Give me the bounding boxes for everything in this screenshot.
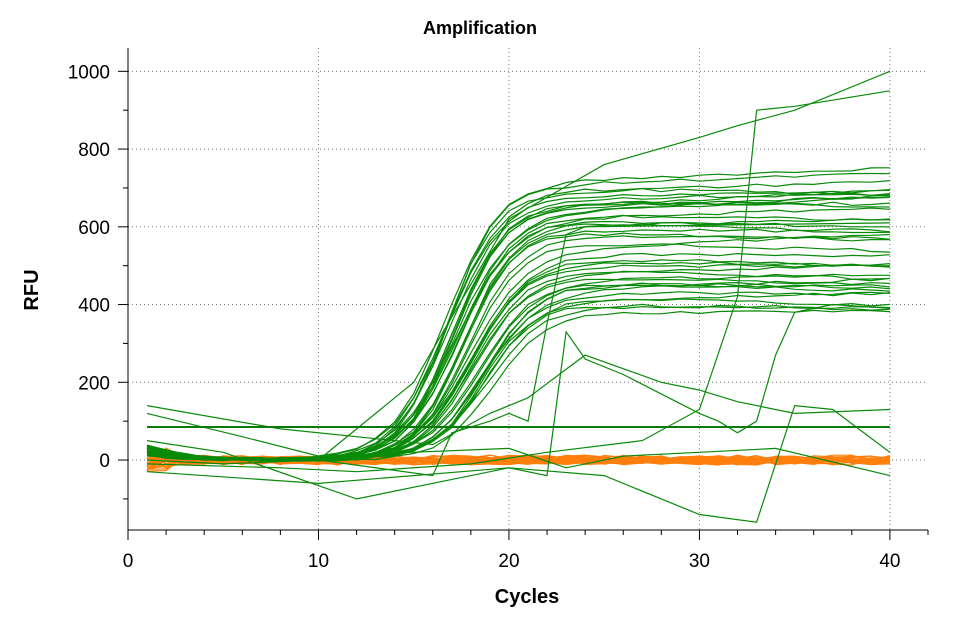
amplification-curve [146,172,890,461]
amplification-curve [146,200,890,461]
y-tick-label: 0 [99,451,110,472]
y-tick-label: 1000 [68,62,110,83]
x-axis-label: Cycles [495,586,560,608]
irregular-curve [146,412,891,477]
amplification-curve [146,282,890,461]
x-tick-label: 20 [498,551,519,572]
x-tick-label: 10 [308,551,329,572]
amplification-curves [146,70,891,523]
x-tick-label: 0 [123,551,134,572]
amplification-curve [146,189,890,460]
amplification-curve [146,278,890,462]
x-tick-label: 40 [879,551,900,572]
amplification-curve [146,167,890,462]
x-tick-label: 30 [689,551,710,572]
irregular-curve [146,90,890,473]
y-tick-label: 800 [78,140,110,161]
irregular-curve [146,404,891,523]
y-axis-label: RFU [21,269,43,310]
amplification-curve [146,189,890,462]
amplification-curve [146,220,890,461]
amplification-curve [146,261,890,462]
amplification-curve [146,273,890,462]
negative-curve [146,455,890,466]
irregular-curve [146,70,891,465]
irregular-curve [146,222,890,477]
axes [118,48,929,540]
amplification-curve [146,252,890,462]
irregular-curve [146,303,890,500]
amplification-curve [146,283,890,462]
y-tick-label: 200 [78,373,110,394]
amplification-curve [146,283,890,462]
amplification-curve [146,193,890,461]
chart-title: Amplification [423,18,537,38]
y-tick-label: 600 [78,218,110,239]
irregular-curve [146,354,890,446]
y-tick-label: 400 [78,296,110,317]
amplification-curve [146,270,890,461]
